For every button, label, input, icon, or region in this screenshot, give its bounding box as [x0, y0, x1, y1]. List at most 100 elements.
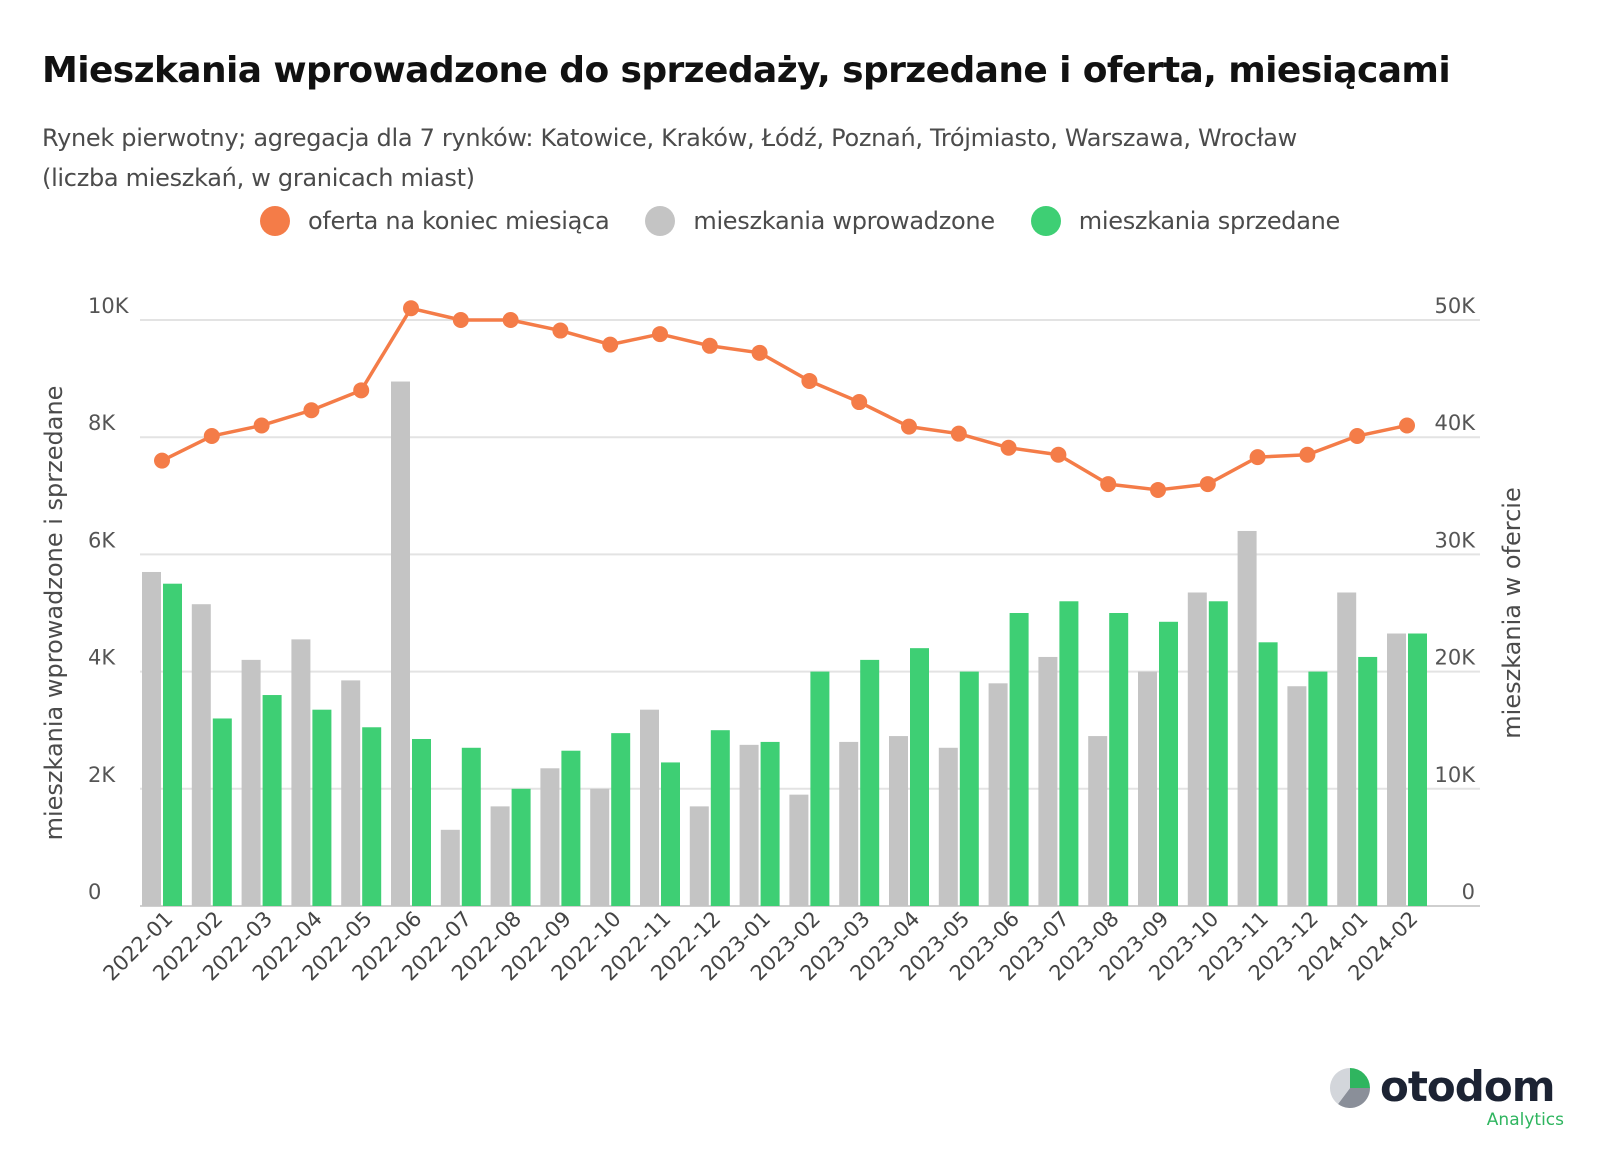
bar-sold	[312, 709, 332, 906]
bar-introduced	[689, 806, 709, 906]
bar-introduced	[540, 768, 560, 906]
y-tick-label: 8K	[88, 411, 116, 435]
offer-point	[1299, 446, 1316, 463]
offer-point	[253, 417, 270, 434]
legend-item-offer[interactable]: oferta na koniec miesiąca	[260, 206, 610, 236]
bar-sold	[1109, 613, 1129, 906]
bar-sold	[959, 671, 979, 906]
offer-point	[203, 428, 220, 445]
bar-sold	[1408, 633, 1427, 906]
offer-point	[751, 344, 768, 361]
bar-sold	[661, 762, 680, 906]
bar-sold	[461, 747, 481, 906]
brand-name: otodom	[1380, 1062, 1555, 1111]
legend-item-sold[interactable]: mieszkania sprzedane	[1030, 206, 1341, 236]
bar-introduced	[142, 571, 161, 906]
offer-point	[1249, 449, 1266, 466]
bar-introduced	[1237, 530, 1257, 906]
offer-point	[502, 312, 519, 328]
bar-introduced	[291, 639, 311, 906]
bar-sold	[810, 671, 830, 906]
bar-introduced	[938, 747, 958, 906]
offer-point	[1100, 476, 1117, 493]
subtitle-line-1: Rynek pierwotny; agregacja dla 7 rynków:…	[42, 124, 1297, 152]
legend-item-introduced[interactable]: mieszkania wprowadzone	[645, 206, 995, 236]
pie-logo-icon	[1330, 1068, 1370, 1108]
bar-introduced	[839, 741, 859, 906]
y2-tick-label: 30K	[1435, 528, 1477, 552]
bar-sold	[163, 583, 182, 906]
brand-sub: Analytics	[1486, 1110, 1564, 1130]
y2-tick-label: 10K	[1435, 763, 1477, 787]
y-tick-label: 6K	[88, 528, 116, 552]
bar-introduced	[1088, 736, 1108, 906]
bar-sold	[1308, 671, 1328, 906]
offer-point	[901, 418, 917, 435]
bar-sold	[561, 750, 581, 906]
bar-sold	[362, 727, 382, 906]
offer-point	[154, 452, 170, 469]
offer-point	[1199, 476, 1216, 493]
bar-sold	[212, 718, 232, 906]
y2-tick-label: 50K	[1435, 294, 1477, 318]
offer-point	[701, 337, 718, 354]
bar-introduced	[490, 806, 510, 906]
y2-tick-label: 20K	[1435, 646, 1477, 670]
bar-sold	[1358, 656, 1378, 906]
offer-point	[950, 425, 967, 442]
bar-sold	[710, 730, 730, 906]
offer-point	[1150, 481, 1166, 498]
offer-point	[602, 336, 619, 353]
y-tick-label: 0	[88, 880, 101, 904]
subtitle-line-2: (liczba mieszkań, w granicach miast)	[42, 164, 475, 192]
legend-swatch-offer	[260, 206, 290, 236]
bar-introduced	[1387, 633, 1406, 906]
offer-point	[403, 300, 419, 317]
legend-swatch-introduced	[645, 206, 676, 236]
bar-introduced	[341, 680, 361, 906]
legend-label-sold: mieszkania sprzedane	[1078, 207, 1341, 235]
bar-sold	[1059, 601, 1079, 906]
bar-introduced	[391, 381, 410, 906]
bar-introduced	[640, 709, 659, 906]
bar-introduced	[1138, 671, 1157, 906]
y-tick-label: 2K	[88, 763, 116, 787]
chart-subtitle: Rynek pierwotny; agregacja dla 7 rynków:…	[42, 118, 1297, 198]
offer-point	[801, 372, 818, 389]
offer-point	[851, 394, 868, 411]
bar-sold	[910, 648, 929, 906]
bar-sold	[1009, 613, 1029, 906]
y2-axis-title: mieszkania w ofercie	[1498, 487, 1526, 738]
bar-introduced	[241, 659, 261, 906]
bar-introduced	[988, 683, 1008, 906]
y-tick-label: 10K	[88, 294, 130, 318]
bar-sold	[511, 788, 531, 906]
chart-legend: oferta na koniec miesiąca mieszkania wpr…	[0, 206, 1600, 236]
offer-point	[1000, 439, 1017, 456]
y2-tick-label: 0	[1462, 880, 1475, 904]
bar-sold	[760, 741, 780, 906]
bar-introduced	[739, 744, 759, 906]
offer-line	[161, 306, 1408, 492]
offer-point	[452, 312, 469, 328]
bar-introduced	[789, 794, 809, 906]
legend-swatch-sold	[1030, 206, 1061, 236]
bar-sold	[412, 738, 431, 906]
bar-introduced	[191, 604, 211, 906]
offer-point	[1349, 428, 1366, 445]
otodom-logo: otodom Analytics	[1324, 1062, 1564, 1132]
legend-label-offer: oferta na koniec miesiąca	[308, 207, 610, 235]
bar-introduced	[1337, 592, 1357, 906]
y-tick-label: 4K	[88, 646, 116, 670]
y-axis-title: mieszkania wprowadzone i sprzedane	[40, 386, 68, 841]
bar-introduced	[590, 788, 610, 906]
bar-sold	[611, 733, 631, 906]
bar-sold	[262, 695, 282, 906]
offer-point	[303, 402, 320, 419]
bar-introduced	[889, 736, 908, 906]
bar-introduced	[1038, 656, 1058, 906]
bar-sold	[1208, 601, 1228, 906]
legend-label-introduced: mieszkania wprowadzone	[693, 207, 995, 235]
offer-point	[1399, 417, 1415, 434]
